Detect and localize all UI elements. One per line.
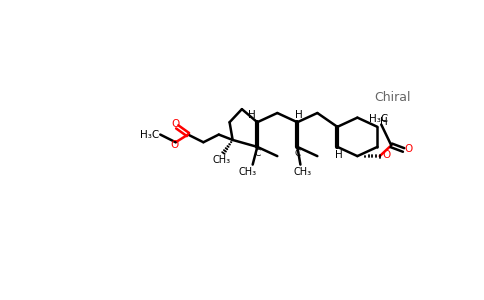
Text: H₃C: H₃C <box>140 130 159 140</box>
Text: H: H <box>248 110 256 119</box>
Text: C: C <box>294 148 301 158</box>
Text: O: O <box>170 140 178 150</box>
Text: CH₃: CH₃ <box>239 167 257 176</box>
Text: CH₃: CH₃ <box>294 167 312 176</box>
Text: O: O <box>404 144 412 154</box>
Text: O: O <box>382 150 390 160</box>
Text: Chiral: Chiral <box>375 91 411 104</box>
Text: H: H <box>335 150 343 160</box>
Text: O: O <box>171 119 180 129</box>
Text: C: C <box>254 148 260 158</box>
Text: H₃C: H₃C <box>369 114 389 124</box>
Text: H: H <box>380 117 388 127</box>
Text: H: H <box>295 110 303 119</box>
Text: CH₃: CH₃ <box>212 155 230 165</box>
